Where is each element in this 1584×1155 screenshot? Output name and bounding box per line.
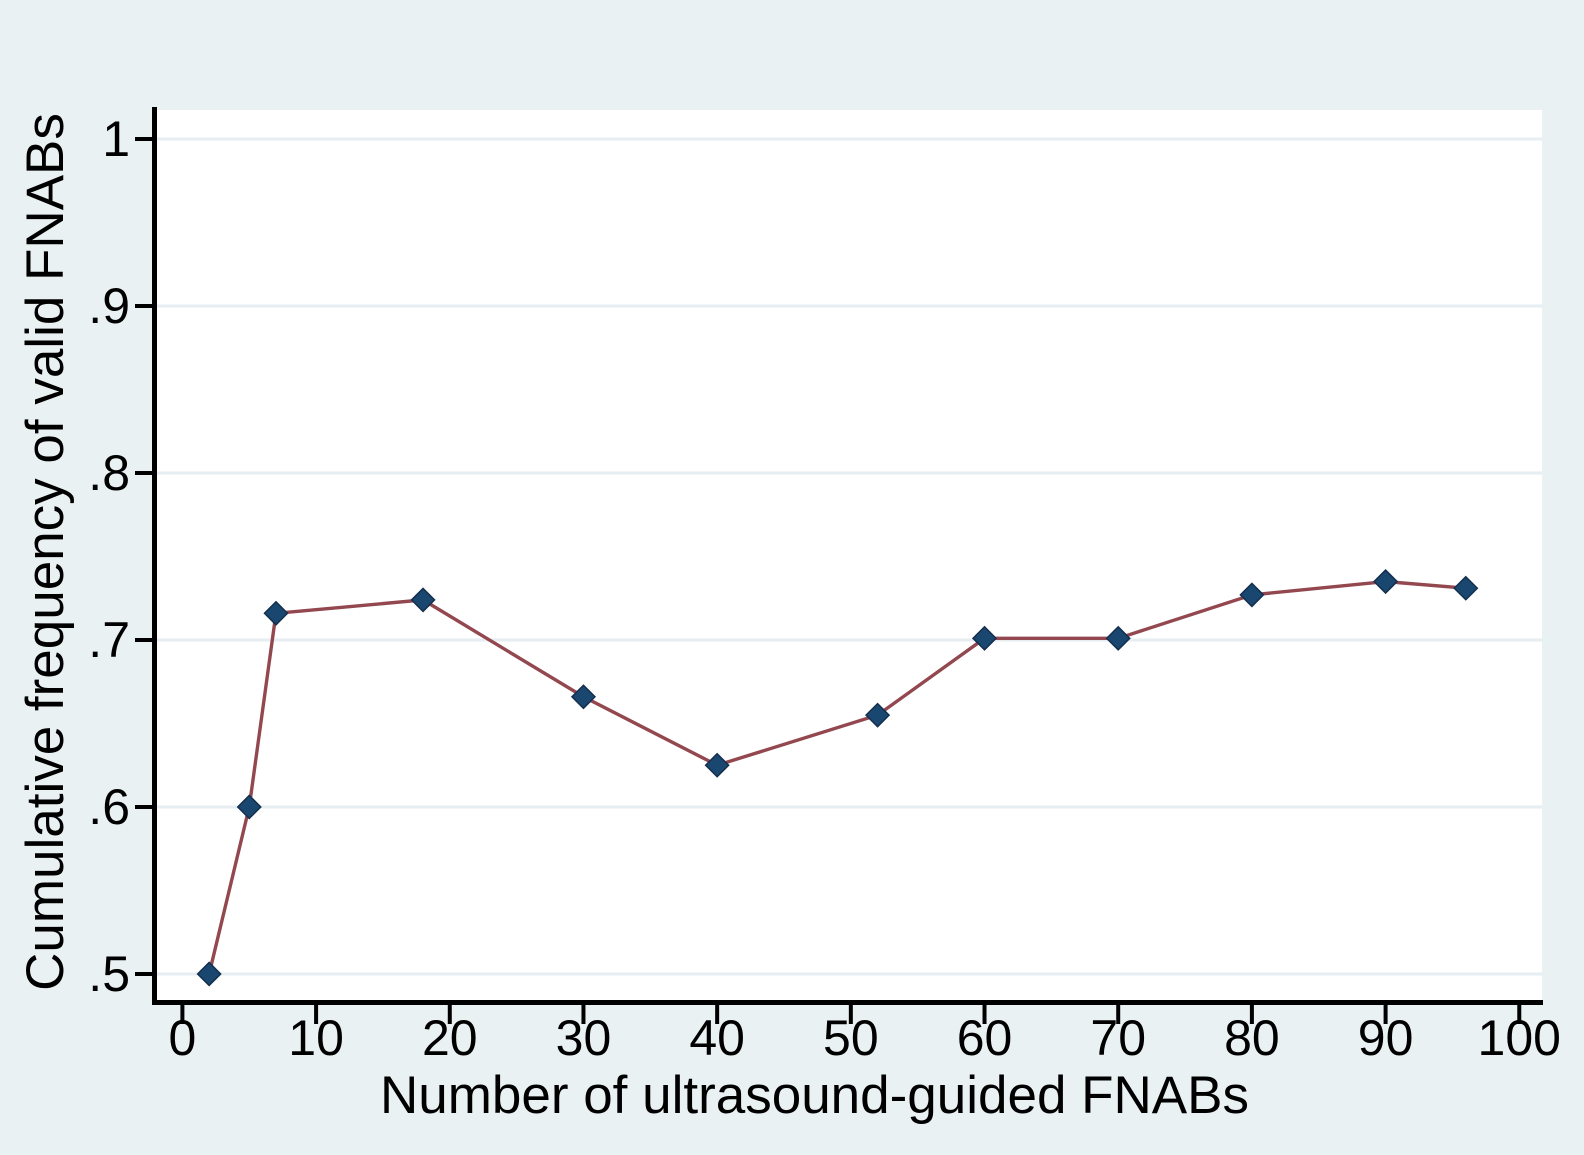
y-tick-label: .7 — [88, 611, 130, 668]
x-tick-label: 50 — [823, 1010, 879, 1066]
data-point-marker — [196, 961, 222, 987]
data-point-marker — [865, 702, 891, 728]
x-tick-label: 20 — [421, 1010, 478, 1066]
x-tick-label: 0 — [168, 1010, 197, 1066]
data-point-marker — [1239, 582, 1265, 608]
plot-area — [157, 110, 1542, 1000]
data-point-marker — [570, 684, 597, 710]
x-tick-label: 60 — [956, 1010, 1013, 1066]
y-tick-label: .8 — [88, 445, 130, 501]
x-tick-label: 70 — [1090, 1010, 1147, 1066]
x-tick-label: 100 — [1477, 1010, 1561, 1066]
x-tick-label: 30 — [555, 1010, 612, 1066]
x-tick-label: 40 — [689, 1010, 745, 1066]
y-tick-label: 1 — [102, 111, 130, 168]
data-line — [207, 579, 1466, 975]
x-axis-title: Number of ultrasound-guided FNABs — [379, 1066, 1250, 1125]
x-tick-label: 90 — [1357, 1010, 1414, 1066]
data-point-marker — [971, 625, 998, 651]
data-point-marker — [1373, 568, 1399, 595]
y-tick-label: .6 — [88, 778, 130, 835]
data-point-marker — [410, 587, 436, 613]
y-tick-label: .5 — [88, 945, 130, 1002]
y-axis-title: Cumulative frequency of valid FNABs — [16, 113, 75, 991]
data-point-marker — [263, 600, 289, 626]
data-point-marker — [1453, 575, 1479, 601]
data-point-marker — [1105, 625, 1131, 651]
x-tick-label: 10 — [288, 1010, 344, 1066]
data-point-marker — [704, 752, 730, 778]
y-tick-label: .9 — [88, 278, 130, 335]
x-tick-label: 80 — [1224, 1010, 1280, 1066]
data-point-marker — [236, 794, 262, 820]
